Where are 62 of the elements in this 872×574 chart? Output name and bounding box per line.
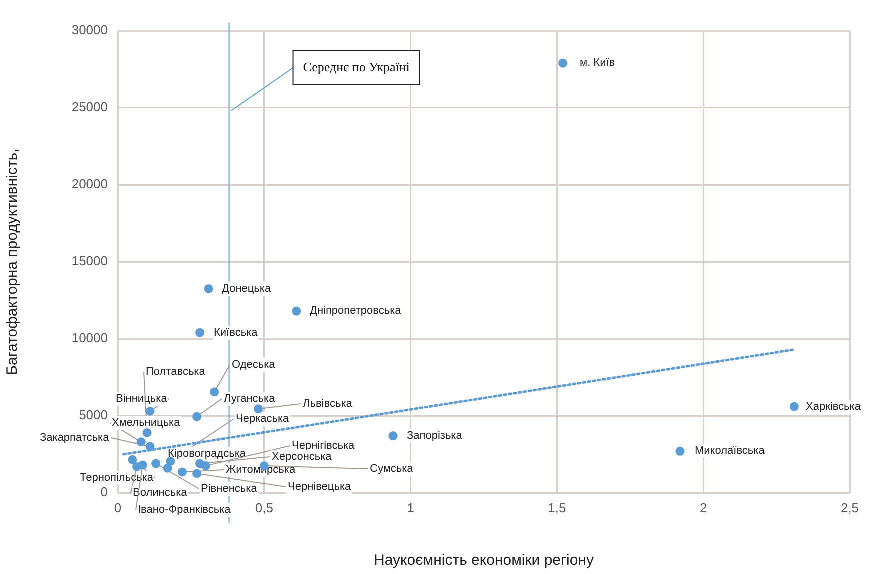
y-tick-label: 15000 (72, 254, 108, 269)
point (146, 442, 155, 452)
point (676, 446, 685, 456)
point (136, 438, 146, 447)
annotation: Тернопільська (80, 472, 154, 484)
point (128, 455, 138, 464)
annotation: Івано-Франківська (138, 504, 232, 516)
point (195, 459, 204, 468)
y-axis-title: Багатофакторна продуктивність, (4, 148, 22, 376)
y-tick-label: 5000 (79, 408, 108, 423)
annotation: Запорізька (407, 430, 464, 442)
point (558, 58, 568, 68)
point (138, 460, 148, 470)
annotation: Вінницька (116, 393, 168, 406)
annotation: Чернівецька (288, 481, 352, 494)
annotation: Полтавська (146, 366, 206, 378)
x-tick-label: 0,5 (255, 500, 274, 516)
point (790, 402, 799, 412)
ref-line-label: Середнє по Україні (303, 59, 410, 74)
point (146, 406, 155, 416)
point (195, 328, 204, 338)
annotation: Київська (214, 327, 259, 340)
annotation: м. Київ (580, 57, 616, 70)
x-axis-title: Наукоємність економіки регіону (374, 552, 594, 570)
point (192, 412, 202, 422)
point (388, 432, 398, 441)
y-tick-label: 20000 (72, 176, 108, 192)
annotation: Житомирська (226, 464, 296, 476)
annotation: Хмельницька (112, 417, 182, 430)
point (204, 284, 214, 294)
annotation: Дніпропетровська (310, 305, 402, 318)
y-tick-label: 0 (100, 484, 108, 500)
point (163, 464, 172, 473)
point (210, 388, 220, 397)
x-tick-label: 1 (407, 500, 414, 516)
point (142, 428, 152, 438)
annotation: Миколаївська (695, 445, 766, 458)
y-tick-label: 30000 (72, 22, 108, 38)
x-tick-label: 2,5 (840, 500, 860, 516)
x-tick-label: 1,5 (548, 500, 566, 516)
annotation: Донецька (222, 283, 272, 296)
annotation: Кіровоградська (168, 448, 247, 460)
x-tick-label: 0 (114, 500, 122, 516)
point (152, 459, 161, 468)
annotation: Одеська (232, 359, 276, 372)
point (192, 469, 202, 478)
annotation: Чернігівська (292, 440, 356, 452)
annotation: Рівненська (201, 483, 258, 496)
annotation: Закарпатська (40, 432, 110, 444)
x-tick-label: 2 (700, 500, 708, 516)
annotation: Херсонська (272, 451, 333, 464)
y-tick-label: 25000 (72, 100, 108, 115)
annotation: Волинська (133, 487, 188, 500)
y-tick-label: 10000 (72, 330, 108, 346)
point (178, 468, 187, 477)
annotation: Харківська (806, 401, 862, 414)
annotation: Луганська (224, 393, 276, 406)
annotation: Сумська (370, 463, 414, 476)
point (292, 306, 302, 316)
annotation: Черкаська (236, 413, 290, 426)
annotation: Львівська (303, 398, 354, 410)
point (254, 404, 264, 414)
